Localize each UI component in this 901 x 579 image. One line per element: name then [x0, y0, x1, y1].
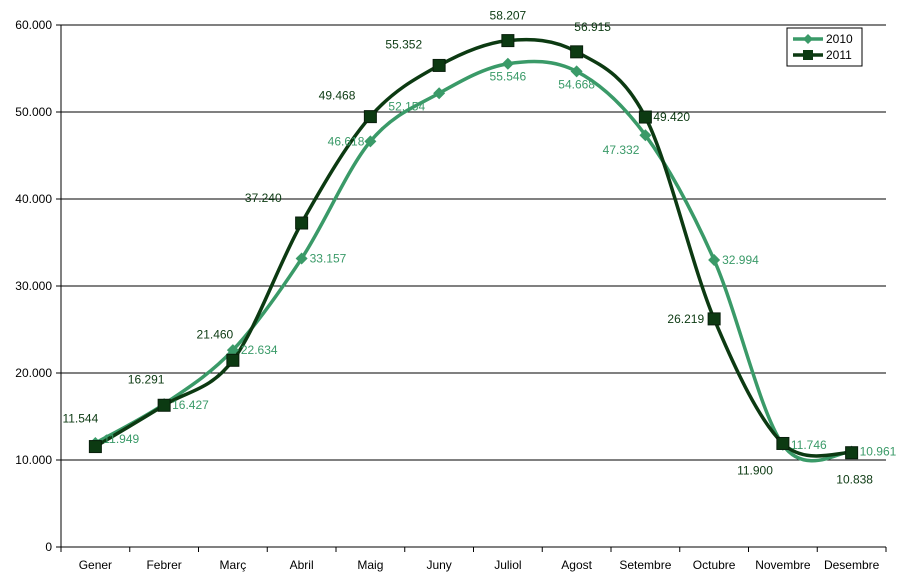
series-2011-point-1: [157, 398, 171, 412]
series-2010-data-label-6: 55.546: [490, 70, 527, 84]
series-2011-data-label-0: 11.544: [62, 412, 98, 426]
x-tick-label-0: Gener: [79, 558, 112, 572]
legend-2010-label: 2010: [826, 32, 853, 46]
series-2011-data-label-11: 10.838: [836, 473, 873, 487]
x-tick-label-9: Octubre: [693, 558, 736, 572]
x-tick-label-1: Febrer: [146, 558, 181, 572]
series-2011-point-6: [501, 34, 515, 48]
y-tick-label-1: 10.000: [15, 453, 52, 467]
x-tick-label-7: Agost: [561, 558, 592, 572]
series-2011-point-4: [363, 110, 377, 124]
series-2011-point-5: [432, 58, 446, 72]
y-tick-label-5: 50.000: [15, 105, 52, 119]
series-2011-point-8: [638, 110, 652, 124]
series-2010-data-label-9: 32.994: [722, 253, 759, 267]
x-tick-label-2: Març: [220, 558, 247, 572]
x-tick-label-3: Abril: [290, 558, 314, 572]
x-tick-label-5: Juny: [426, 558, 451, 572]
series-2011-point-3: [295, 216, 309, 230]
series-2010-data-label-11: 10.961: [860, 445, 897, 459]
series-2010-data-label-2: 22.634: [241, 343, 278, 357]
series-2010-point-2: [226, 344, 239, 357]
x-tick-label-8: Setembre: [619, 558, 671, 572]
series-2010-data-label-10: 11.746: [791, 438, 827, 452]
series-2011-line: [93, 37, 854, 458]
series-2010-point-9: [708, 253, 721, 266]
x-tick-label-6: Juliol: [494, 558, 521, 572]
series-2010-point-6: [501, 57, 514, 70]
series-2011-data-label-9: 26.219: [667, 312, 704, 326]
series-2011-point-10: [776, 436, 790, 450]
series-2010-data-label-8: 47.332: [603, 143, 640, 157]
series-2011-data-label-7: 56.915: [574, 20, 611, 34]
series-2011-data-label-1: 16.291: [128, 372, 165, 386]
series-2010-point-7: [570, 65, 583, 78]
series-2011-point-2: [226, 353, 240, 367]
series-2011-data-label-3: 37.240: [245, 191, 282, 205]
series-2010-point-8: [639, 129, 652, 142]
y-tick-label-3: 30.000: [15, 279, 52, 293]
y-tick-label-4: 40.000: [15, 192, 52, 206]
series-2010-data-label-4: 46.618: [328, 134, 365, 148]
series-2010-data-label-3: 33.157: [310, 252, 347, 266]
series-2010-data-label-7: 54.668: [558, 77, 595, 91]
legend-2010-marker: [803, 34, 813, 44]
series-2011-data-label-10: 11.900: [737, 463, 773, 477]
series-2010-point-5: [433, 87, 446, 100]
series-2010-data-label-5: 52.154: [388, 99, 425, 113]
legend-box: [786, 27, 863, 67]
series-2011-data-label-2: 21.460: [197, 327, 234, 341]
series-2010-data-label-1: 16.427: [172, 398, 209, 412]
series-2011-point-11: [845, 446, 859, 460]
legend-2011-label: 2011: [826, 48, 852, 62]
series-2010-point-3: [295, 252, 308, 265]
x-tick-label-4: Maig: [357, 558, 383, 572]
series-2010-data-label-0: 11.949: [103, 432, 139, 446]
y-tick-label-0: 0: [45, 540, 52, 554]
series-2011-data-label-6: 58.207: [490, 9, 527, 23]
series-2011-point-0: [88, 440, 102, 454]
x-tick-label-10: Novembre: [755, 558, 811, 572]
series-2011-point-7: [570, 45, 584, 59]
series-2011-data-label-4: 49.468: [319, 89, 356, 103]
series-2011-data-label-5: 55.352: [385, 37, 422, 51]
series-2011-data-label-8: 49.420: [653, 110, 690, 124]
series-2010-point-4: [364, 135, 377, 148]
series-2011-point-9: [707, 312, 721, 326]
legend-2011-marker: [803, 50, 813, 60]
x-tick-label-11: Desembre: [824, 558, 880, 572]
y-tick-label-6: 60.000: [15, 18, 52, 32]
y-tick-label-2: 20.000: [15, 366, 52, 380]
